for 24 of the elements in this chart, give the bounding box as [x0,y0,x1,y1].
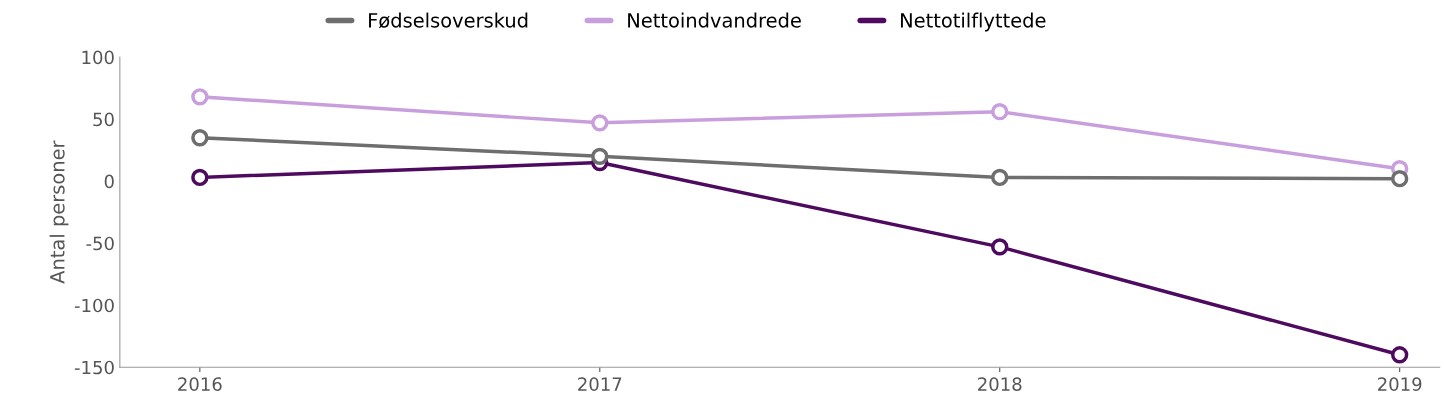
y-tick-label: 100 [82,50,114,65]
x-tick-label: 2016 [178,377,222,391]
point [1390,169,1409,188]
y-axis-title: Antal personer [49,140,69,284]
legend-label: Nettoindvandrede [628,12,801,28]
point [991,238,1009,256]
point [991,103,1009,121]
point [191,168,209,187]
x-tick-label: 2018 [978,377,1022,391]
point [191,129,209,147]
point [591,147,609,166]
point [591,114,609,132]
x-tick-label: 2017 [578,377,622,391]
x-tick-label: 2019 [1378,377,1422,391]
legend-label: Fødselsoverskud [369,12,528,29]
y-tick-label: -50 [86,236,114,251]
legend-label: Nettotilflyttede [901,12,1046,32]
y-tick-label: 0 [104,174,114,189]
y-tick-label: 50 [93,112,114,127]
y-tick-label: -100 [74,298,114,313]
point [191,88,209,106]
point [1390,346,1409,364]
point [991,168,1009,187]
y-tick-label: -150 [74,360,114,375]
